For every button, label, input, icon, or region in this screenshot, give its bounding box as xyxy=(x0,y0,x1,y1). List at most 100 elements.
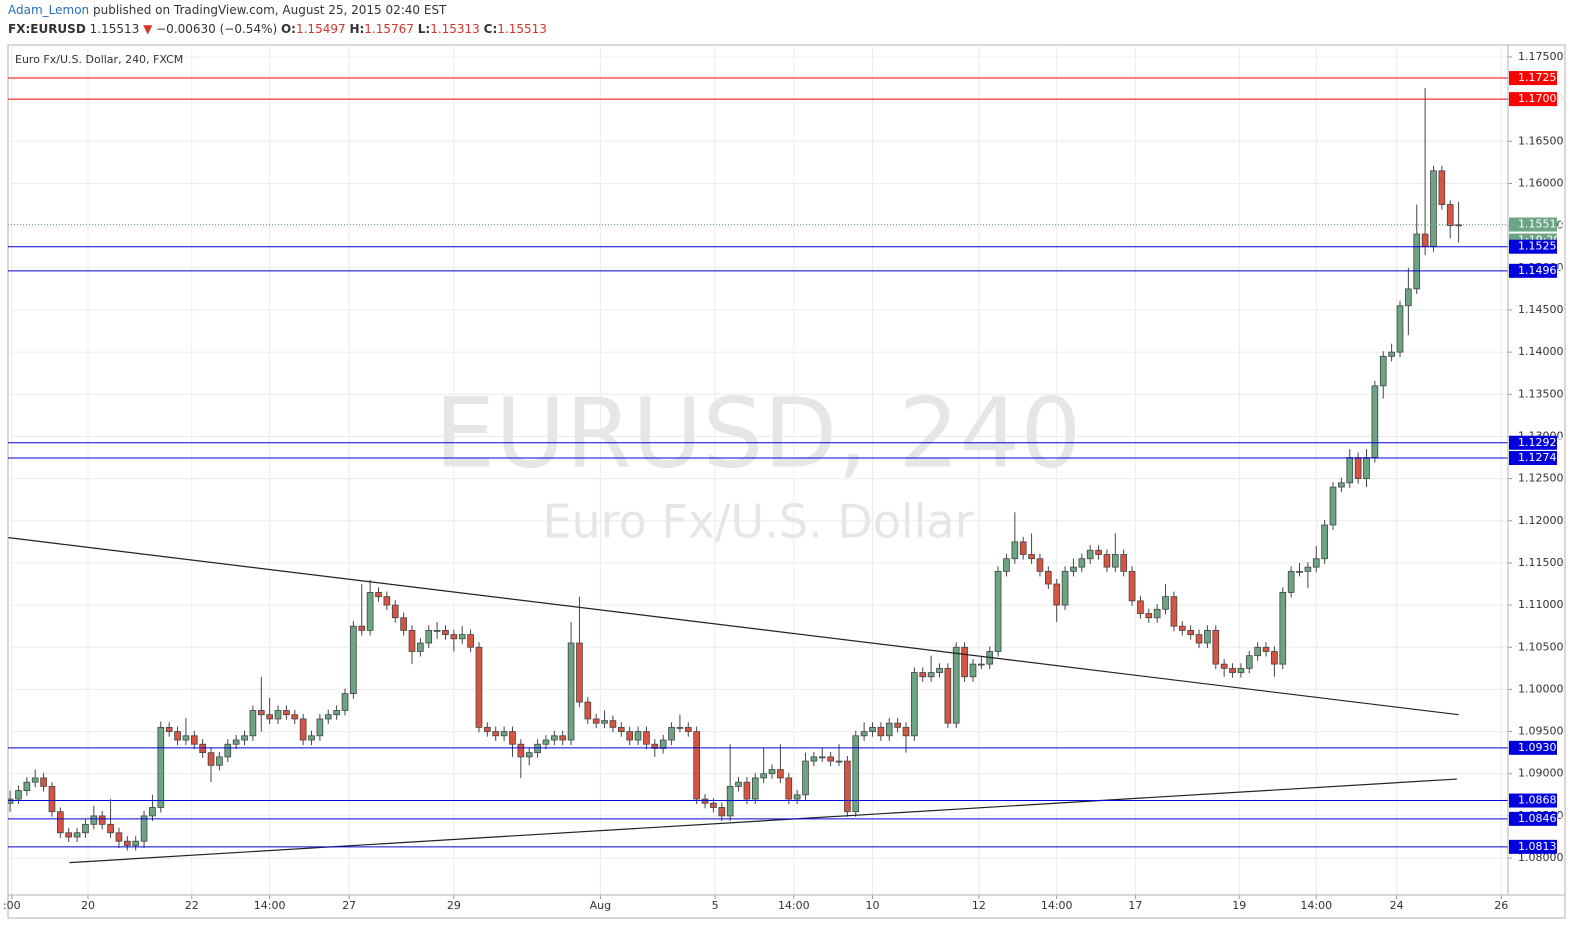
level-label: 1.17250 xyxy=(1518,71,1564,84)
author[interactable]: Adam_Lemon xyxy=(8,3,89,17)
candle-body xyxy=(517,743,525,758)
level-tag xyxy=(1509,239,1557,254)
candle-body xyxy=(224,743,232,758)
watermark: Euro Fx/U.S. Dollar xyxy=(542,495,973,549)
candle-body xyxy=(257,710,265,716)
candle-body xyxy=(751,777,759,800)
candle-body xyxy=(969,663,977,678)
candle-body xyxy=(1245,655,1253,669)
ohlc-value: 1.15513 xyxy=(497,22,547,36)
candle-body xyxy=(56,811,64,834)
candle-body xyxy=(1095,549,1102,555)
x-tick-label: 27 xyxy=(342,899,356,912)
candle-body xyxy=(1162,596,1169,610)
candle-body xyxy=(693,731,700,800)
x-tick-label: 14:00 xyxy=(254,899,286,912)
candle-body xyxy=(1354,457,1362,480)
candle-body xyxy=(768,769,776,775)
y-tick-label: 1.16500 xyxy=(1518,134,1564,147)
candle-body xyxy=(266,714,273,720)
candle-body xyxy=(216,756,223,766)
change: −0.00630 (−0.54%) xyxy=(156,22,277,36)
candle-body xyxy=(919,672,927,678)
candle-body xyxy=(735,781,742,787)
candle-body xyxy=(534,743,541,754)
candle-body xyxy=(249,710,257,737)
x-tick-label: Aug xyxy=(590,899,611,912)
line-layer xyxy=(8,77,1508,864)
candle-body xyxy=(760,773,767,779)
candle-body xyxy=(157,726,165,808)
candle-body xyxy=(23,781,31,792)
level-label: 1.08682 xyxy=(1518,794,1564,807)
candle-body xyxy=(601,720,608,724)
ohlc-value: 1.15313 xyxy=(430,22,480,36)
candle-body xyxy=(869,726,876,732)
candle-body xyxy=(1111,554,1119,568)
candle-body xyxy=(978,663,985,666)
candle-body xyxy=(308,735,315,741)
level-label: 1.08133 xyxy=(1518,840,1564,853)
candle-body xyxy=(1170,596,1178,627)
candle-body xyxy=(400,617,407,631)
candle-body xyxy=(283,710,290,716)
candle-body xyxy=(408,629,416,652)
candle-body xyxy=(827,756,834,762)
watermark: EURUSD, 240 xyxy=(434,377,1081,489)
candle-body xyxy=(810,756,818,762)
candle-body xyxy=(1430,170,1437,248)
candle-body xyxy=(291,714,299,720)
candle-body xyxy=(190,735,198,745)
candle-body xyxy=(643,731,650,745)
candle-body xyxy=(484,726,491,732)
symbol: FX:EURUSD xyxy=(8,22,86,36)
candle-body xyxy=(500,731,508,737)
candle-body xyxy=(391,604,399,619)
candle-body xyxy=(852,735,860,813)
candle-body xyxy=(1271,651,1278,665)
candle-body xyxy=(48,785,56,813)
level-label: 1.14964 xyxy=(1518,264,1564,277)
candle-body xyxy=(324,714,332,720)
candle-body xyxy=(584,701,592,720)
candle-body xyxy=(927,672,935,678)
y-tick-label: 1.16000 xyxy=(1518,176,1564,189)
candle-body xyxy=(1120,554,1128,572)
y-tick-label: 1.10000 xyxy=(1518,682,1564,695)
candle-body xyxy=(1438,170,1446,205)
candle-body xyxy=(232,739,240,745)
candle-body xyxy=(1413,233,1421,290)
candle-body xyxy=(1296,570,1303,573)
candle-body xyxy=(701,798,709,804)
candle-body xyxy=(542,739,550,745)
candle-body xyxy=(793,794,801,800)
candle-body xyxy=(165,726,173,732)
candle-body xyxy=(82,823,89,834)
candle-body xyxy=(659,739,667,749)
candle-body xyxy=(1137,600,1144,614)
candle-body xyxy=(1446,204,1454,227)
last-price-tag xyxy=(1509,217,1557,232)
candle-body xyxy=(1044,570,1052,585)
candle-body xyxy=(1312,558,1320,568)
candle-body xyxy=(492,731,500,737)
level-tag xyxy=(1509,839,1557,854)
candle-body xyxy=(241,735,248,741)
candle-body xyxy=(936,667,943,673)
candle-body xyxy=(358,625,366,631)
candle-body xyxy=(894,722,901,728)
candle-body xyxy=(1338,482,1345,488)
candle-body xyxy=(1061,570,1069,606)
candle-body xyxy=(1195,634,1203,644)
candle-body xyxy=(207,752,215,766)
candle-body xyxy=(1304,566,1312,572)
x-tick-label: 22 xyxy=(185,899,199,912)
candle-body xyxy=(1019,541,1027,555)
candle-body xyxy=(433,629,441,632)
level-tag xyxy=(1509,92,1557,107)
chart-title: Euro Fx/U.S. Dollar, 240, FXCM xyxy=(15,53,183,66)
candle-body xyxy=(1086,549,1094,560)
x-tick-label: :00 xyxy=(3,899,21,912)
candle-body xyxy=(1103,554,1111,568)
